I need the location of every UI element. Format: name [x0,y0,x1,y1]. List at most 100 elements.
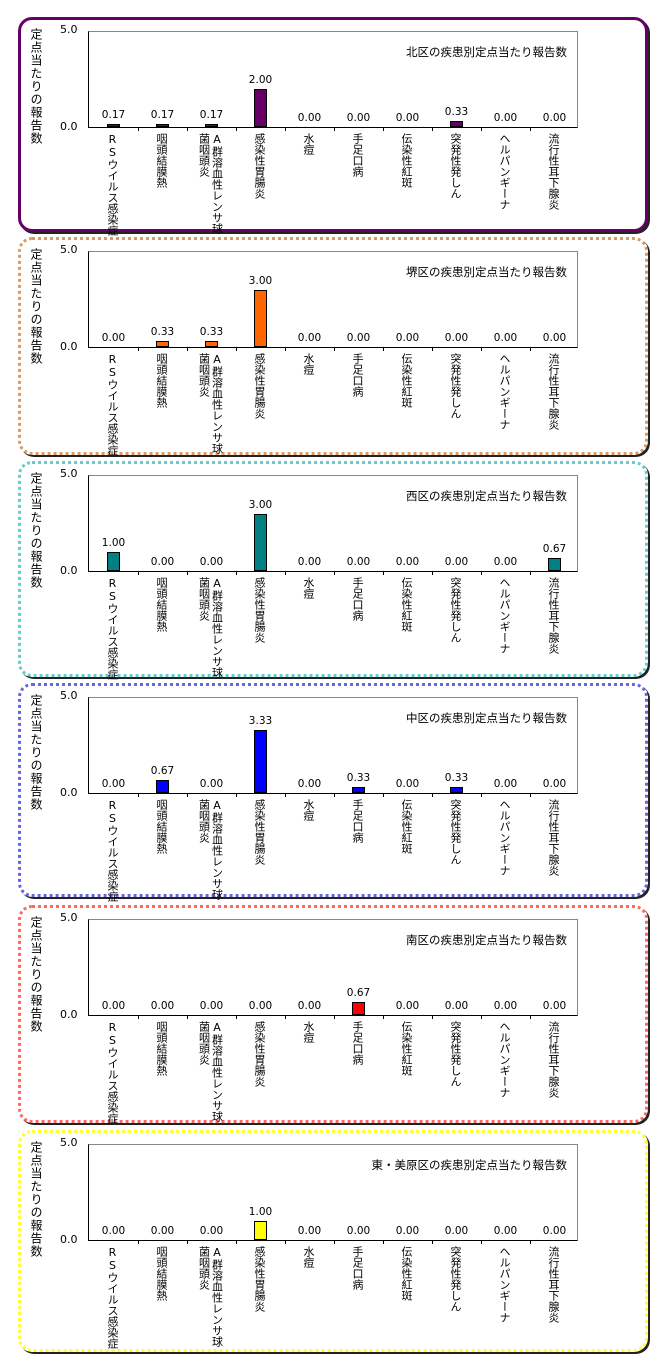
y-tick-label: 5.0 [60,243,78,256]
y-axis-title: 定点当たりの報告数 [29,28,43,145]
bar [450,786,463,793]
data-label: 0.00 [150,556,175,568]
x-tick [187,1015,188,1019]
category-label: ヘルパンギーナ [498,1246,511,1323]
data-label: 0.00 [493,332,518,344]
data-label: 0.00 [542,112,567,124]
x-tick [236,1015,237,1019]
category-label: RSウイルス感染症 [106,353,119,456]
x-tick [187,127,188,131]
data-label: 1.00 [248,1206,273,1218]
x-tick [187,793,188,797]
y-tick-label: 5.0 [60,23,78,36]
category-label: 流行性耳下腺炎 [547,353,560,430]
data-label: 0.67 [542,543,567,556]
data-label: 0.00 [248,1000,273,1012]
data-label: 0.00 [493,112,518,124]
category-label: 突発性発しん [449,577,462,643]
x-tick [334,1015,335,1019]
category-label: 感染性胃腸炎 [253,1021,266,1087]
category-label: 突発性発しん [449,353,462,419]
data-label: 0.17 [150,108,175,121]
bar [205,340,218,347]
x-tick [530,127,531,131]
plot-area: 中区の疾患別定点当たり報告数 0.00 0.67 0.00 3.33 0.00 0.33 0.… [88,697,578,797]
bar [205,123,218,127]
data-label: 0.33 [346,771,371,784]
category-label: 咽頭結膜熱 [155,133,168,188]
data-label: 0.00 [395,556,420,568]
category-label: A群溶血性レンサ球菌咽頭炎 [197,1021,224,1122]
x-tick [481,1015,482,1019]
category-label: 伝染性紅斑 [400,1246,413,1301]
data-label: 0.00 [297,1225,322,1237]
data-label: 0.00 [395,1000,420,1012]
data-label: 0.00 [395,332,420,344]
data-label: 0.00 [542,778,567,790]
category-label: 手足口病 [351,133,364,177]
data-label: 0.00 [199,778,224,790]
data-label: 3.33 [248,714,273,727]
bar [352,1002,365,1015]
x-tick [383,1240,384,1244]
bar [254,89,267,127]
x-tick [236,347,237,351]
category-label: A群溶血性レンサ球菌咽頭炎 [197,353,224,454]
data-label: 0.17 [101,108,126,121]
data-label: 0.00 [493,1000,518,1012]
x-tick [285,571,286,575]
data-label: 0.00 [297,778,322,790]
category-label: 手足口病 [351,353,364,397]
x-tick [236,571,237,575]
data-label: 1.00 [101,537,126,549]
x-tick [432,793,433,797]
bar [156,780,169,793]
x-tick [236,1240,237,1244]
category-label: 伝染性紅斑 [400,1021,413,1076]
x-tick [285,793,286,797]
x-tick [334,1240,335,1244]
x-tick [138,793,139,797]
category-label: 手足口病 [351,799,364,843]
data-label: 0.00 [444,1000,469,1012]
x-tick [138,1240,139,1244]
data-label: 0.00 [346,112,371,124]
category-label: A群溶血性レンサ球菌咽頭炎 [197,799,224,900]
y-tick-label: 5.0 [60,467,78,480]
chart-title: 南区の疾患別定点当たり報告数 [406,933,567,947]
x-tick [236,793,237,797]
data-label: 0.67 [150,765,175,778]
data-label: 0.00 [444,332,469,344]
x-tick [383,571,384,575]
chart-panel: 定点当たりの報告数 5.0 0.0 中区の疾患別定点当たり報告数 0.00 0.67 0.0… [18,683,648,902]
data-label: 0.17 [199,108,224,121]
x-tick [481,1240,482,1244]
y-tick-label: 0.0 [60,1008,78,1021]
category-label: 水痘 [302,799,315,821]
category-label: 突発性発しん [449,1021,462,1087]
data-label: 0.33 [444,105,469,118]
x-tick [334,793,335,797]
data-label: 0.00 [101,1000,126,1012]
data-label: 2.00 [248,74,273,86]
x-tick [383,347,384,351]
x-tick [530,571,531,575]
bar [254,729,267,793]
data-label: 0.00 [297,332,322,344]
data-label: 0.00 [346,556,371,568]
chart-panel: 定点当たりの報告数 5.0 0.0 北区の疾患別定点当たり報告数 0.17 0.17 0.1… [18,17,648,236]
category-label: 流行性耳下腺炎 [547,799,560,876]
bar [254,290,267,347]
category-label: 突発性発しん [449,799,462,865]
category-label: 伝染性紅斑 [400,577,413,632]
category-label: 手足口病 [351,1246,364,1290]
data-label: 0.00 [297,112,322,124]
x-tick [138,127,139,131]
category-label: ヘルパンギーナ [498,133,511,210]
category-label: 感染性胃腸炎 [253,1246,266,1312]
data-label: 0.00 [395,778,420,790]
plot-area: 西区の疾患別定点当たり報告数 1.00 0.00 0.00 3.00 0.00 0.00 0.… [88,475,578,575]
data-label: 0.33 [150,325,175,338]
x-tick [383,793,384,797]
category-label: 手足口病 [351,1021,364,1065]
